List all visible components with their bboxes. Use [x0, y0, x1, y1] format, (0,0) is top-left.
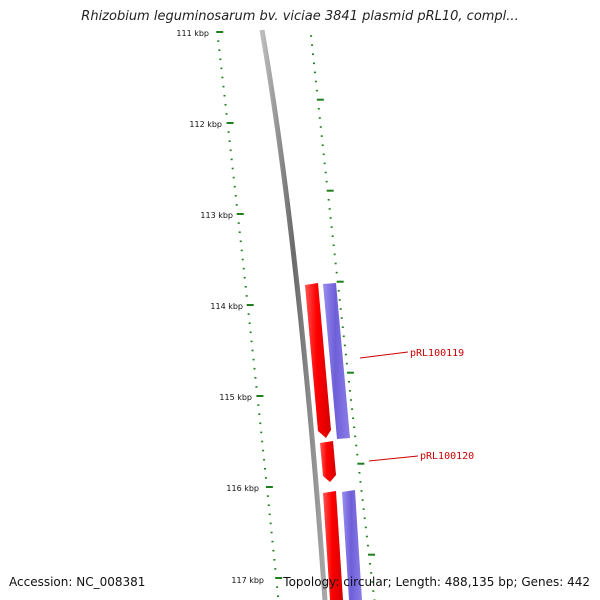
gene-forward-1[interactable] — [305, 283, 331, 438]
gene-label-prl100120[interactable]: pRL100120 — [420, 451, 474, 462]
tick-label-112: 112 kbp — [189, 120, 222, 129]
tick-marks — [216, 31, 283, 598]
gene-label-leader-2 — [368, 455, 419, 462]
accession-label: Accession: NC_008381 — [9, 575, 146, 589]
tick-label-117: 117 kbp — [231, 576, 264, 585]
gene-reverse-1[interactable] — [323, 283, 350, 439]
gene-label-leader-1 — [359, 351, 409, 359]
tick-label-114: 114 kbp — [210, 302, 243, 311]
gene-forward-3[interactable] — [323, 491, 343, 600]
genome-backbone — [259, 29, 328, 600]
tick-label-111: 111 kbp — [176, 29, 209, 38]
gene-forward-2[interactable] — [320, 441, 336, 482]
tick-label-116: 116 kbp — [226, 484, 259, 493]
topology-summary: Topology: circular; Length: 488,135 bp; … — [283, 575, 590, 589]
map-title: Rhizobium leguminosarum bv. viciae 3841 … — [81, 9, 519, 24]
gene-label-prl100119[interactable]: pRL100119 — [410, 348, 464, 359]
outer-tick-marks — [310, 35, 376, 600]
gene-reverse-2[interactable] — [342, 490, 362, 600]
tick-label-115: 115 kbp — [219, 393, 252, 402]
tick-label-113: 113 kbp — [200, 211, 233, 220]
